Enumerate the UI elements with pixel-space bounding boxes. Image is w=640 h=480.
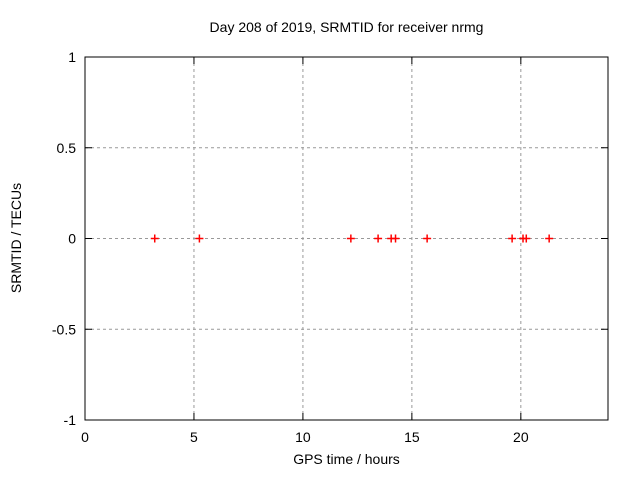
x-tick-label: 0 [81, 429, 89, 445]
y-tick-label: 1 [68, 49, 76, 65]
y-tick-label: 0 [68, 231, 76, 247]
data-point-marker [522, 234, 531, 243]
x-tick-labels: 0 5 10 15 20 [81, 429, 529, 445]
x-tick-label: 20 [513, 429, 529, 445]
x-axis-label: GPS time / hours [293, 451, 400, 467]
gridlines [85, 57, 608, 420]
data-point-marker [508, 234, 517, 243]
data-point-marker [423, 234, 432, 243]
chart-title: Day 208 of 2019, SRMTID for receiver nrm… [209, 19, 484, 35]
data-points [150, 234, 554, 243]
data-point-marker [545, 234, 554, 243]
y-tick-label: -0.5 [52, 321, 76, 337]
x-tick-label: 10 [295, 429, 311, 445]
y-tick-label: 0.5 [57, 140, 77, 156]
x-tick-label: 15 [404, 429, 420, 445]
data-point-marker [150, 234, 159, 243]
data-point-marker [391, 234, 400, 243]
data-point-marker [374, 234, 383, 243]
data-point-marker [195, 234, 204, 243]
y-tick-labels: 1 0.5 0 -0.5 -1 [52, 49, 76, 428]
y-tick-label: -1 [64, 412, 77, 428]
x-tick-label: 5 [190, 429, 198, 445]
data-point-marker [346, 234, 355, 243]
axis-ticks [84, 56, 608, 421]
